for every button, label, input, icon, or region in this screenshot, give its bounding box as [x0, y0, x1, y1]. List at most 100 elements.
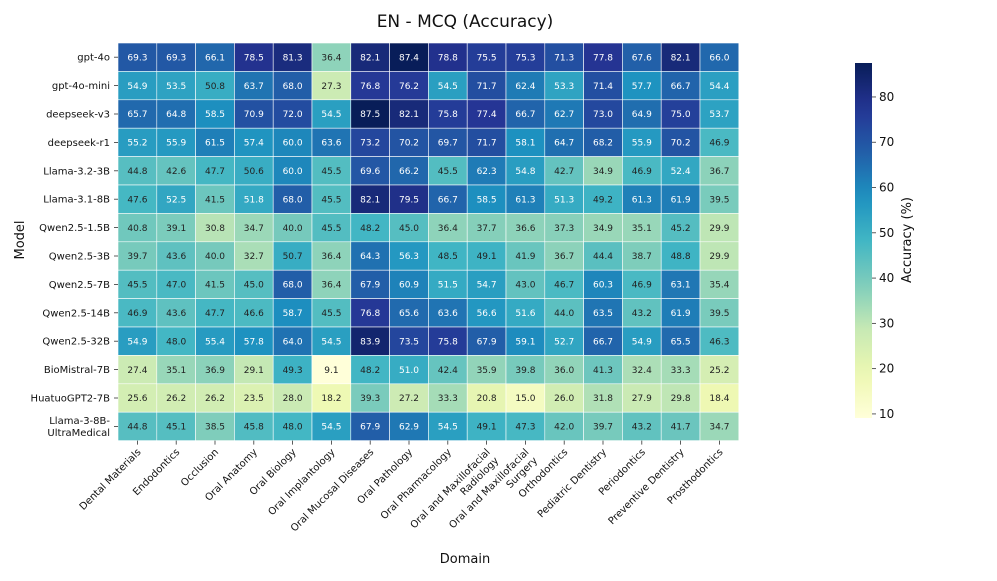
heatmap-cell [195, 411, 235, 441]
cell-value-label: 9.1 [324, 366, 338, 376]
cell-value-label: 51.0 [399, 366, 419, 376]
column-label: Preventive Dentistry [607, 447, 687, 527]
cell-value-label: 18.2 [321, 394, 341, 404]
cell-value-label: 39.3 [360, 394, 380, 404]
cell-value-label: 65.6 [399, 309, 419, 319]
heatmap-cell [583, 411, 623, 441]
heatmap-cell [466, 298, 507, 328]
cell-value-label: 54.5 [321, 110, 341, 120]
cell-value-label: 28.0 [283, 394, 303, 404]
cell-value-label: 43.6 [166, 309, 186, 319]
cell-value-label: 68.2 [593, 139, 613, 149]
heatmap-cell [428, 241, 468, 271]
cell-value-label: 54.7 [477, 281, 497, 291]
heatmap-cell [195, 269, 235, 299]
heatmap-cell [505, 184, 546, 214]
cell-value-label: 27.9 [632, 394, 652, 404]
heatmap-cell [544, 298, 584, 328]
heatmap-cell [117, 241, 158, 271]
cell-value-label: 40.0 [205, 252, 225, 262]
heatmap-cell [156, 411, 196, 441]
cell-value-label: 66.7 [593, 337, 613, 347]
heatmap-cell [660, 99, 701, 129]
heatmap-cell [195, 326, 235, 356]
cell-value-label: 60.9 [399, 281, 419, 291]
cell-value-label: 82.1 [360, 53, 380, 63]
cell-value-label: 45.2 [671, 224, 691, 234]
heatmap-cell [195, 184, 235, 214]
heatmap-cell [583, 71, 623, 101]
cell-value-label: 35.9 [477, 366, 497, 376]
cell-value-label: 66.7 [438, 195, 458, 205]
cell-value-label: 60.0 [283, 139, 303, 149]
heatmap-cell [544, 213, 584, 243]
cell-value-label: 52.4 [671, 167, 691, 177]
heatmap-cells: 69.3 69.3 66.1 78.5 81.3 36.4 82.1 87.4 78.8 75.5… [117, 42, 740, 441]
cell-value-label: 47.7 [205, 167, 225, 177]
cell-value-label: 34.9 [593, 167, 613, 177]
cell-value-label: 48.0 [283, 423, 303, 433]
heatmap-cell [117, 269, 158, 299]
row-label: Llama-3-8B- [49, 416, 110, 427]
cell-value-label: 48.5 [438, 252, 458, 262]
heatmap-cell [350, 383, 390, 413]
cell-value-label: 52.7 [554, 337, 574, 347]
row-label: deepseek-r1 [48, 138, 110, 149]
heatmap-cell [350, 213, 390, 243]
cell-value-label: 76.2 [399, 82, 419, 92]
heatmap-cell [156, 184, 196, 214]
heatmap-cell [505, 269, 546, 299]
cell-value-label: 44.8 [127, 167, 147, 177]
heatmap-cell [544, 355, 584, 385]
cell-value-label: 45.5 [321, 167, 341, 177]
heatmap-cell [389, 156, 429, 186]
cell-value-label: 42.0 [554, 423, 574, 433]
heatmap-cell [234, 213, 274, 243]
cell-value-label: 57.7 [632, 82, 652, 92]
heatmap-cell [350, 71, 390, 101]
cell-value-label: 58.7 [283, 309, 303, 319]
heatmap-cell [660, 71, 701, 101]
heatmap-cell [699, 326, 740, 356]
cell-value-label: 63.1 [671, 281, 691, 291]
heatmap-cell [234, 241, 274, 271]
colorbar-tick-label: 30 [879, 316, 894, 330]
cell-value-label: 25.6 [127, 394, 147, 404]
cell-value-label: 66.2 [399, 167, 419, 177]
cell-value-label: 70.2 [399, 139, 419, 149]
cell-value-label: 75.5 [477, 53, 497, 63]
cell-value-label: 42.7 [554, 167, 574, 177]
cell-value-label: 18.4 [709, 394, 729, 404]
cell-value-label: 27.2 [399, 394, 419, 404]
heatmap-cell [350, 355, 390, 385]
cell-value-label: 67.6 [632, 53, 652, 63]
heatmap-cell [195, 127, 235, 157]
heatmap-cell [311, 156, 352, 186]
cell-value-label: 72.0 [283, 110, 303, 120]
heatmap-cell [311, 298, 352, 328]
cell-value-label: 31.8 [593, 394, 613, 404]
cell-value-label: 73.2 [360, 139, 380, 149]
cell-value-label: 29.8 [671, 394, 691, 404]
cell-value-label: 36.4 [321, 281, 341, 291]
row-label: Qwen2.5-14B [42, 308, 110, 319]
heatmap-cell [622, 99, 662, 129]
cell-value-label: 34.7 [244, 224, 264, 234]
cell-value-label: 46.6 [244, 309, 264, 319]
row-label: Llama-3.1-8B [43, 195, 110, 206]
cell-value-label: 33.3 [438, 394, 458, 404]
y-axis-label: Model [13, 220, 28, 259]
cell-value-label: 54.9 [127, 82, 147, 92]
cell-value-label: 29.9 [709, 224, 729, 234]
cell-value-label: 61.5 [205, 139, 225, 149]
heatmap-cell [311, 355, 352, 385]
cell-value-label: 66.0 [709, 53, 729, 63]
cell-value-label: 46.7 [554, 281, 574, 291]
cell-value-label: 87.5 [360, 110, 380, 120]
cell-value-label: 42.6 [166, 167, 186, 177]
cell-value-label: 63.5 [593, 309, 613, 319]
heatmap-cell [389, 99, 429, 129]
cell-value-label: 51.3 [554, 195, 574, 205]
cell-value-label: 58.1 [515, 139, 535, 149]
